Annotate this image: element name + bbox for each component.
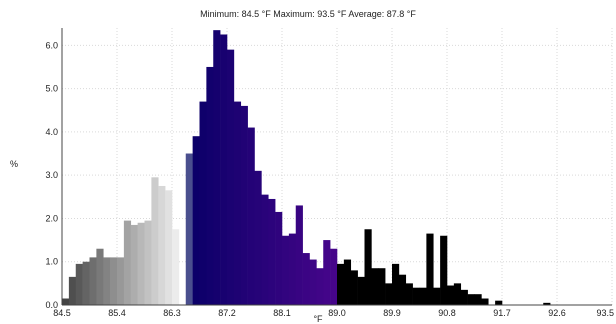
y-tick-label: 0.0	[45, 300, 58, 310]
histogram-bar	[82, 261, 90, 305]
histogram-bar	[165, 190, 173, 305]
y-tick-label: 5.0	[45, 84, 58, 94]
histogram-bar	[144, 220, 152, 305]
x-tick-label: 85.4	[108, 308, 126, 318]
histogram-bar	[268, 198, 276, 305]
histogram-bar	[447, 285, 455, 305]
y-tick-labels: 0.0 1.0 2.0 3.0 4.0 5.0 6.0	[45, 40, 58, 310]
histogram-bar	[378, 268, 386, 305]
histogram-bar	[392, 263, 400, 305]
histogram-bar	[254, 170, 262, 305]
histogram-bar	[295, 205, 303, 305]
histogram-bar	[247, 127, 255, 305]
histogram-bar	[398, 274, 407, 305]
chart-title: Minimum: 84.5 °F Maximum: 93.5 °F Averag…	[200, 9, 416, 19]
histogram-bar	[117, 257, 125, 305]
x-axis-label: °F	[313, 314, 323, 324]
histogram-bar	[275, 211, 283, 305]
histogram-bar	[440, 235, 448, 305]
x-tick-label: 87.2	[218, 308, 236, 318]
histogram-bar	[89, 257, 97, 305]
histogram-bar	[316, 268, 324, 305]
x-tick-label: 91.7	[493, 308, 511, 318]
histogram-bar	[364, 229, 372, 305]
histogram-bar	[405, 283, 413, 305]
histogram-bar	[199, 101, 207, 305]
histogram-bar	[75, 263, 83, 305]
x-tick-label: 86.3	[163, 308, 181, 318]
histogram-bar	[172, 229, 180, 305]
histogram-bar	[192, 136, 200, 305]
histogram-bar	[213, 30, 221, 305]
histogram-bar	[68, 276, 77, 305]
histogram-bar	[412, 287, 420, 305]
histogram-bar	[419, 287, 427, 305]
histogram-bar	[385, 283, 393, 305]
histogram-bar	[123, 220, 132, 305]
histogram-bar	[309, 259, 317, 305]
histogram-bar	[103, 257, 111, 305]
histogram-bar	[323, 240, 331, 305]
histogram-bar	[495, 300, 503, 305]
histogram-bar	[453, 283, 462, 305]
histogram-bar	[543, 302, 551, 305]
histogram-bar	[110, 257, 118, 305]
histogram-bar	[240, 105, 248, 305]
histogram-bar	[233, 101, 242, 305]
x-tick-labels: 84.5 85.4 86.3 87.2 88.1 89.0 89.9 90.8 91.7 92.6…	[53, 308, 614, 318]
histogram-bars	[62, 30, 551, 306]
histogram-bar	[330, 248, 338, 305]
histogram-bar	[460, 289, 468, 305]
histogram-bar	[357, 276, 365, 305]
x-tick-label: 93.5	[596, 308, 614, 318]
x-tick-label: 88.1	[273, 308, 291, 318]
histogram-bar	[343, 259, 352, 305]
histogram-bar	[158, 185, 166, 305]
histogram-bar	[371, 268, 379, 305]
y-tick-label: 4.0	[45, 127, 58, 137]
histogram-bar	[337, 263, 345, 305]
y-axis-label: %	[10, 159, 18, 169]
histogram-bar	[227, 49, 235, 305]
histogram-bar	[481, 298, 489, 305]
x-tick-label: 89.0	[328, 308, 346, 318]
histogram-bar	[96, 248, 104, 305]
histogram-bar	[137, 222, 145, 305]
histogram-bar	[261, 194, 269, 305]
histogram-bar	[151, 177, 159, 305]
histogram-bar	[130, 224, 138, 305]
y-tick-label: 3.0	[45, 170, 58, 180]
histogram-bar	[433, 287, 441, 305]
y-tick-label: 2.0	[45, 213, 58, 223]
histogram-bar	[426, 233, 434, 305]
x-tick-label: 92.6	[548, 308, 566, 318]
histogram-bar	[62, 298, 70, 305]
x-tick-label: 90.8	[438, 308, 456, 318]
histogram-bar	[282, 235, 290, 305]
histogram-bar	[220, 34, 228, 306]
histogram-bar	[350, 270, 358, 306]
x-tick-label: 84.5	[53, 308, 71, 318]
histogram-bar	[467, 294, 475, 305]
histogram-bar	[288, 233, 297, 305]
histogram-bar	[474, 294, 482, 305]
histogram-bar	[185, 153, 193, 305]
x-tick-label: 89.9	[383, 308, 401, 318]
y-tick-label: 6.0	[45, 40, 58, 50]
histogram-bar	[206, 66, 214, 305]
histogram-bar	[302, 253, 310, 305]
y-tick-label: 1.0	[45, 257, 58, 267]
